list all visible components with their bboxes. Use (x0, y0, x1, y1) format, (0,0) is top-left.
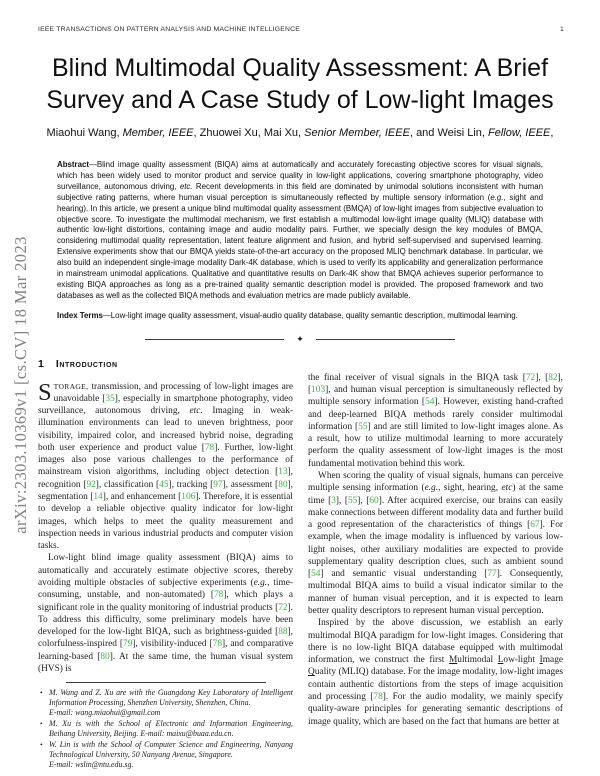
intro-paragraph-3: the final receiver of visual signals in … (308, 372, 563, 469)
divider-line-right (315, 338, 456, 340)
intro-paragraph-2: Low-light blind image quality assessment… (38, 553, 294, 674)
footnote-rule (65, 682, 266, 684)
footnote-item: M. Wang and Z. Xu are with the Guangdong… (38, 688, 293, 718)
paper-title-line-1: Blind Multimodal Quality Assessment: A B… (51, 54, 549, 82)
intro-paragraph-4: When scoring the quality of visual signa… (308, 470, 563, 617)
intro-paragraph-5: Inspired by the above discussion, we est… (308, 618, 564, 727)
author-line: Miaohui Wang, Member, IEEE, Zhuowei Xu, … (46, 127, 554, 139)
section-heading-introduction: 1 Introduction (38, 358, 293, 372)
abstract-block: Abstract—Blind image quality assessment … (57, 160, 543, 302)
paper-title: Blind Multimodal Quality Assessment: A B… (30, 52, 570, 116)
running-head: IEEE TRANSACTIONS ON PATTERN ANALYSIS AN… (38, 26, 564, 33)
section-number: 1 (38, 357, 44, 370)
index-terms-block: Index Terms—Low-light image quality asse… (57, 311, 543, 322)
right-column: the final receiver of visual signals in … (308, 356, 563, 771)
paper-title-line-2: Survey and A Case Study of Low-light Ima… (46, 86, 554, 114)
index-terms-label: Index Terms (57, 310, 103, 320)
lead-smallcaps: TORAGE, (53, 381, 89, 391)
diamond-ornament-icon: ✦ (296, 333, 304, 344)
abstract-text: —Blind image quality assessment (BIQA) a… (57, 160, 543, 300)
section-title: Introduction (55, 357, 118, 370)
left-column: 1 Introduction S TORAGE, transmission, and… (38, 356, 293, 771)
two-column-body: 1 Introduction S TORAGE, transmission, and… (38, 356, 563, 771)
page-number: 1 (560, 26, 564, 33)
section-divider: ✦ (145, 333, 456, 344)
intro-paragraph-1: S TORAGE, transmission, and processing of… (38, 379, 293, 553)
abstract-label: Abstract (57, 160, 90, 169)
index-terms-text: —Low-light image quality assessment, vis… (102, 310, 518, 320)
intro-paragraph-1-text: transmission, and processing of low-ligh… (38, 381, 293, 552)
footnote-item: W. Lin is with the School of Computer Sc… (38, 740, 293, 770)
footnote-item: M. Xu is with the School of Electronic a… (38, 719, 293, 739)
dropcap-letter: S (38, 379, 52, 406)
journal-name: IEEE TRANSACTIONS ON PATTERN ANALYSIS AN… (38, 26, 300, 33)
arxiv-watermark: arXiv:2303.10369v1 [cs.CV] 18 Mar 2023 (11, 236, 30, 534)
divider-line-left (145, 338, 285, 340)
author-footnotes: M. Wang and Z. Xu are with the Guangdong… (38, 688, 293, 770)
